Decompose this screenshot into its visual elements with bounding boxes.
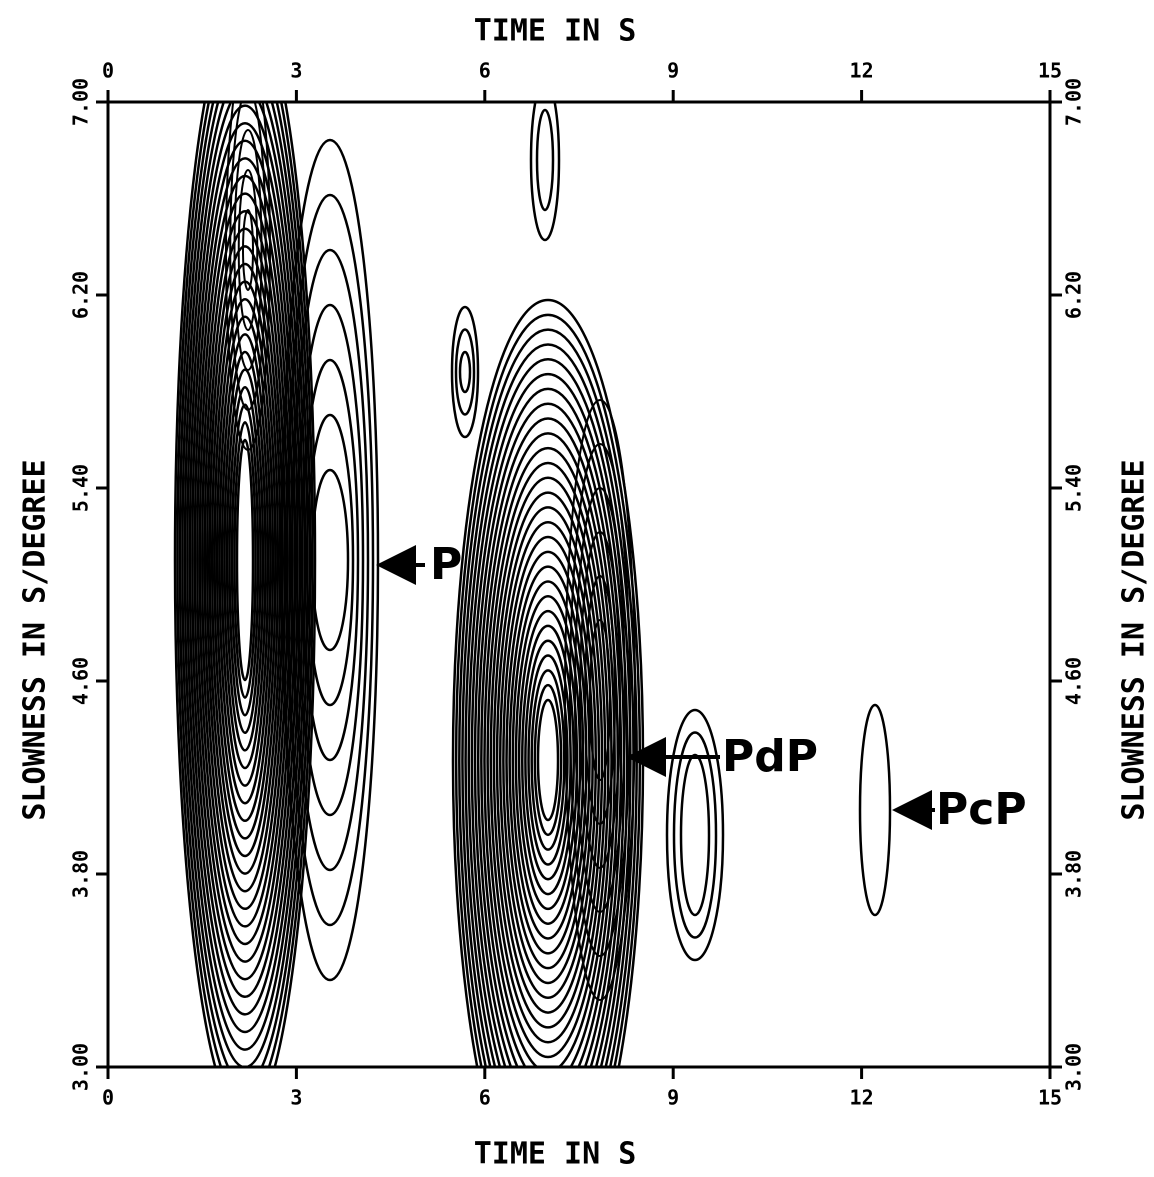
contour-line: [295, 303, 365, 817]
contour-line: [229, 102, 267, 411]
annotation: P: [430, 539, 462, 590]
contour-line: [290, 248, 370, 872]
contour-line: [218, 315, 272, 805]
y-tick-label-right: 3.80: [1062, 850, 1086, 898]
annotation-pdp: PdP: [626, 731, 818, 782]
contour-line: [228, 385, 262, 735]
x-tick-label: 15: [1038, 1086, 1062, 1110]
contour-line: [208, 245, 282, 875]
x-tick-label: 9: [667, 1086, 679, 1110]
contour-line: [235, 438, 255, 682]
y-tick-label-right: 3.00: [1062, 1043, 1086, 1091]
x-tick-label-top: 6: [479, 59, 491, 83]
contour-line: [223, 350, 267, 770]
x-axis-title: TIME IN S: [474, 1137, 637, 1172]
contour-line: [305, 413, 355, 707]
contour-line: [858, 703, 892, 917]
y-tick-label-right: 6.20: [1062, 271, 1086, 319]
contour-line: [579, 531, 621, 869]
y-tick-label: 3.00: [69, 1043, 93, 1091]
annotation-pcp: PcP: [892, 784, 1027, 835]
x-tick-label: 12: [850, 1086, 874, 1110]
contour-line: [183, 102, 307, 1051]
contour-line: [665, 708, 725, 962]
y-axis-title-right: SLOWNESS IN S/DEGREE: [1117, 459, 1152, 820]
contour-line: [215, 297, 275, 823]
contour-line: [511, 580, 585, 940]
x-tick-label-top: 12: [850, 59, 874, 83]
contour-line: [473, 402, 623, 1067]
y-tick-label: 6.20: [69, 271, 93, 319]
contour-line: [495, 506, 601, 1014]
contour-line: [285, 193, 375, 927]
contour-line: [225, 368, 265, 752]
contour-line: [480, 432, 616, 1067]
y-tick-label-right: 4.60: [1062, 657, 1086, 705]
contour-line: [454, 328, 476, 416]
contour-line: [569, 443, 631, 957]
contour-line: [178, 102, 312, 1067]
contour-line: [458, 350, 472, 394]
y-tick-label: 5.40: [69, 464, 93, 512]
contour-line: [527, 654, 569, 866]
annotation: PdP: [722, 731, 818, 782]
x-tick-label: 3: [290, 1086, 302, 1110]
x-tick-label-top: 3: [290, 59, 302, 83]
contour-line: [210, 262, 280, 858]
contour-line: [188, 104, 302, 1016]
contour-line: [514, 595, 582, 925]
contour-line: [589, 619, 611, 781]
contour-line: [483, 446, 613, 1067]
contour-line: [489, 476, 607, 1044]
contour-line: [242, 209, 254, 291]
contour-line: [521, 624, 575, 896]
contour-line: [672, 731, 718, 939]
y-tick-label: 4.60: [69, 657, 93, 705]
contour-line: [679, 753, 711, 917]
annotation: PcP: [936, 784, 1027, 835]
contour-line: [225, 102, 271, 451]
x-tick-label: 0: [102, 1086, 114, 1110]
contour-line: [486, 461, 610, 1059]
x-tick-label-top: 15: [1038, 59, 1062, 83]
contour-line: [530, 669, 566, 851]
contour-line: [564, 399, 636, 1001]
contour-line: [498, 520, 598, 1000]
contour-line: [237, 169, 259, 331]
contour-line: [505, 550, 591, 970]
contour-line: [220, 333, 270, 787]
contour-line: [584, 575, 616, 825]
contours: [173, 102, 892, 1067]
y-tick-label: 7.00: [69, 78, 93, 126]
x-tick-label: 6: [479, 1086, 491, 1110]
contour-line: [233, 421, 257, 699]
contour-line: [310, 468, 350, 652]
contour-line: [193, 139, 297, 981]
x-axis-title-top: TIME IN S: [474, 14, 637, 49]
y-tick-label-right: 7.00: [1062, 78, 1086, 126]
annotation-p: P: [376, 539, 462, 590]
contour-line: [535, 108, 555, 212]
contour-line: [533, 683, 563, 837]
contour-line: [574, 487, 626, 913]
y-axis-title: SLOWNESS IN S/DEGREE: [18, 459, 53, 820]
y-tick-label-right: 5.40: [1062, 464, 1086, 512]
contour-line: [529, 102, 561, 242]
contour-line: [230, 403, 260, 717]
y-tick-label: 3.80: [69, 850, 93, 898]
contour-line: [300, 358, 360, 762]
contour-line: [233, 129, 263, 371]
contour-line: [492, 491, 604, 1029]
x-tick-label-top: 9: [667, 59, 679, 83]
contour-line: [173, 102, 317, 1067]
x-tick-label-top: 0: [102, 59, 114, 83]
contour-line: [203, 209, 287, 911]
contour-line: [536, 698, 560, 822]
contour-line: [450, 305, 480, 439]
